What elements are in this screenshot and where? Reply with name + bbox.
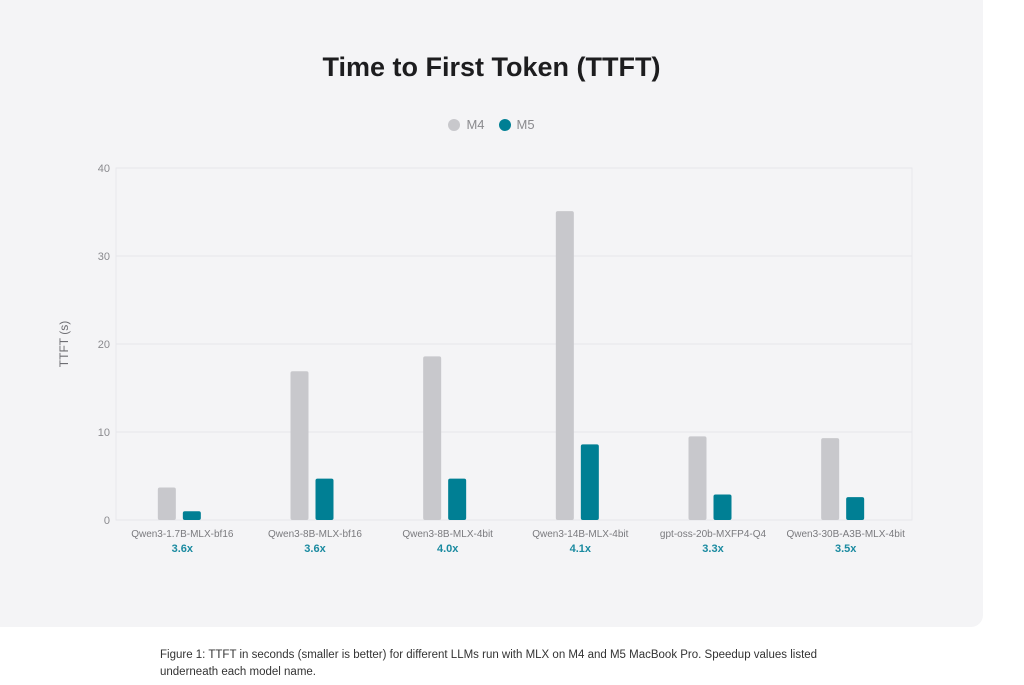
legend: M4 M5 xyxy=(0,117,983,132)
speedup-label: 3.5x xyxy=(835,543,857,555)
legend-swatch-m5 xyxy=(498,118,511,131)
legend-item-m4[interactable]: M4 xyxy=(448,117,485,132)
bar-chart: 0 10 20 30 40 TTFT (s) Qwen3-1.7B-MLX-bf16 3.6x… xyxy=(57,163,913,555)
y-tick-label: 40 xyxy=(98,163,110,175)
speedup-label: 3.6x xyxy=(172,543,194,555)
y-axis-label: TTFT (s) xyxy=(57,321,71,367)
y-tick-label: 0 xyxy=(104,515,110,527)
bar-m4 xyxy=(688,436,707,520)
bar-m4 xyxy=(157,487,176,520)
x-tick-label: gpt-oss-20b-MXFP4-Q4 xyxy=(660,529,767,540)
bar-m5 xyxy=(580,444,599,520)
bar-m5 xyxy=(713,494,732,520)
chart-title: Time to First Token (TTFT) xyxy=(322,52,661,82)
bar-m5 xyxy=(182,511,201,520)
bar-m4 xyxy=(423,356,442,520)
bar-m5 xyxy=(846,497,865,520)
bar-m4 xyxy=(821,438,840,520)
legend-label-m5: M5 xyxy=(516,117,535,132)
bar-m5 xyxy=(315,478,334,520)
x-tick-label: Qwen3-1.7B-MLX-bf16 xyxy=(131,529,234,540)
y-tick-label: 10 xyxy=(98,427,110,439)
legend-item-m5[interactable]: M5 xyxy=(498,117,535,132)
bar-m5 xyxy=(448,478,467,520)
speedup-label: 3.3x xyxy=(702,543,724,555)
chart-card xyxy=(0,0,983,627)
legend-label-m4: M4 xyxy=(466,117,485,132)
bar-m4 xyxy=(290,371,309,520)
bar-m4 xyxy=(555,211,574,520)
y-tick-label: 30 xyxy=(98,251,110,263)
x-tick-label: Qwen3-8B-MLX-bf16 xyxy=(268,529,362,540)
figure-caption: Figure 1: TTFT in seconds (smaller is be… xyxy=(160,649,818,678)
speedup-label: 4.0x xyxy=(437,543,459,555)
legend-swatch-m4 xyxy=(448,118,461,131)
x-tick-label: Qwen3-8B-MLX-4bit xyxy=(402,529,493,540)
y-tick-label: 20 xyxy=(98,339,110,351)
x-tick-label: Qwen3-30B-A3B-MLX-4bit xyxy=(786,529,905,540)
speedup-label: 3.6x xyxy=(304,543,326,555)
speedup-label: 4.1x xyxy=(570,543,592,555)
x-tick-label: Qwen3-14B-MLX-4bit xyxy=(532,529,628,540)
